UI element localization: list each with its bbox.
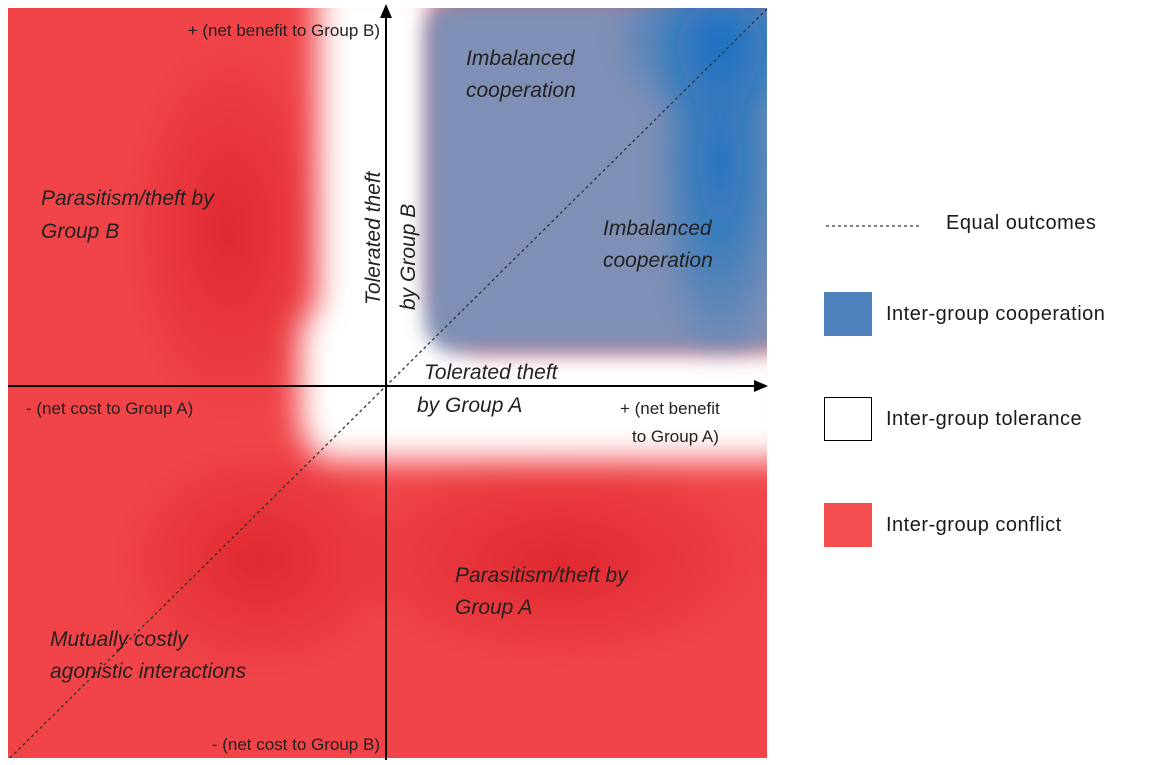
label-mutual-1: Mutually costly — [50, 628, 188, 651]
label-tolerated-b-1: Tolerated theft — [362, 171, 385, 306]
legend-cooperation: Inter-group cooperation — [824, 292, 1105, 336]
y-axis-bottom-label: - (net cost to Group B) — [211, 735, 380, 754]
y-axis-arrowhead — [380, 4, 392, 18]
label-imbalanced-top-2: cooperation — [466, 79, 576, 102]
legend-equal-outcomes: Equal outcomes — [946, 212, 1096, 235]
label-parasitism-a-1: Parasitism/theft by — [455, 564, 628, 587]
legend-conflict-label: Inter-group conflict — [886, 513, 1062, 536]
label-parasitism-b-2: Group B — [41, 220, 120, 243]
legend-equal-label: Equal outcomes — [946, 212, 1097, 234]
x-axis-left-label: - (net cost to Group A) — [26, 399, 194, 418]
legend-tolerance: Inter-group tolerance — [824, 397, 1082, 441]
x-axis-right-label-2: to Group A) — [632, 427, 719, 446]
y-axis-top-label: + (net benefit to Group B) — [187, 21, 380, 40]
tolerance-swatch — [824, 397, 872, 441]
label-parasitism-b-1: Parasitism/theft by — [41, 187, 214, 210]
conflict-swatch — [824, 503, 872, 547]
label-imbalanced-right-1: Imbalanced — [603, 217, 712, 240]
legend-tolerance-label: Inter-group tolerance — [886, 407, 1083, 430]
cooperation-swatch — [824, 292, 872, 336]
x-axis-right-label-1: + (net benefit — [620, 399, 720, 418]
x-axis-arrowhead — [754, 380, 768, 392]
label-tolerated-a-1: Tolerated theft — [424, 361, 558, 384]
legend-cooperation-label: Inter-group cooperation — [886, 302, 1106, 325]
label-imbalanced-right-2: cooperation — [603, 249, 713, 272]
label-mutual-2: agonistic interactions — [50, 660, 247, 683]
label-tolerated-b-2: by Group B — [397, 203, 420, 310]
legend-conflict: Inter-group conflict — [824, 503, 1062, 547]
label-tolerated-a-2: by Group A — [417, 394, 523, 417]
label-imbalanced-top-1: Imbalanced — [466, 47, 575, 70]
label-parasitism-a-2: Group A — [455, 596, 533, 619]
